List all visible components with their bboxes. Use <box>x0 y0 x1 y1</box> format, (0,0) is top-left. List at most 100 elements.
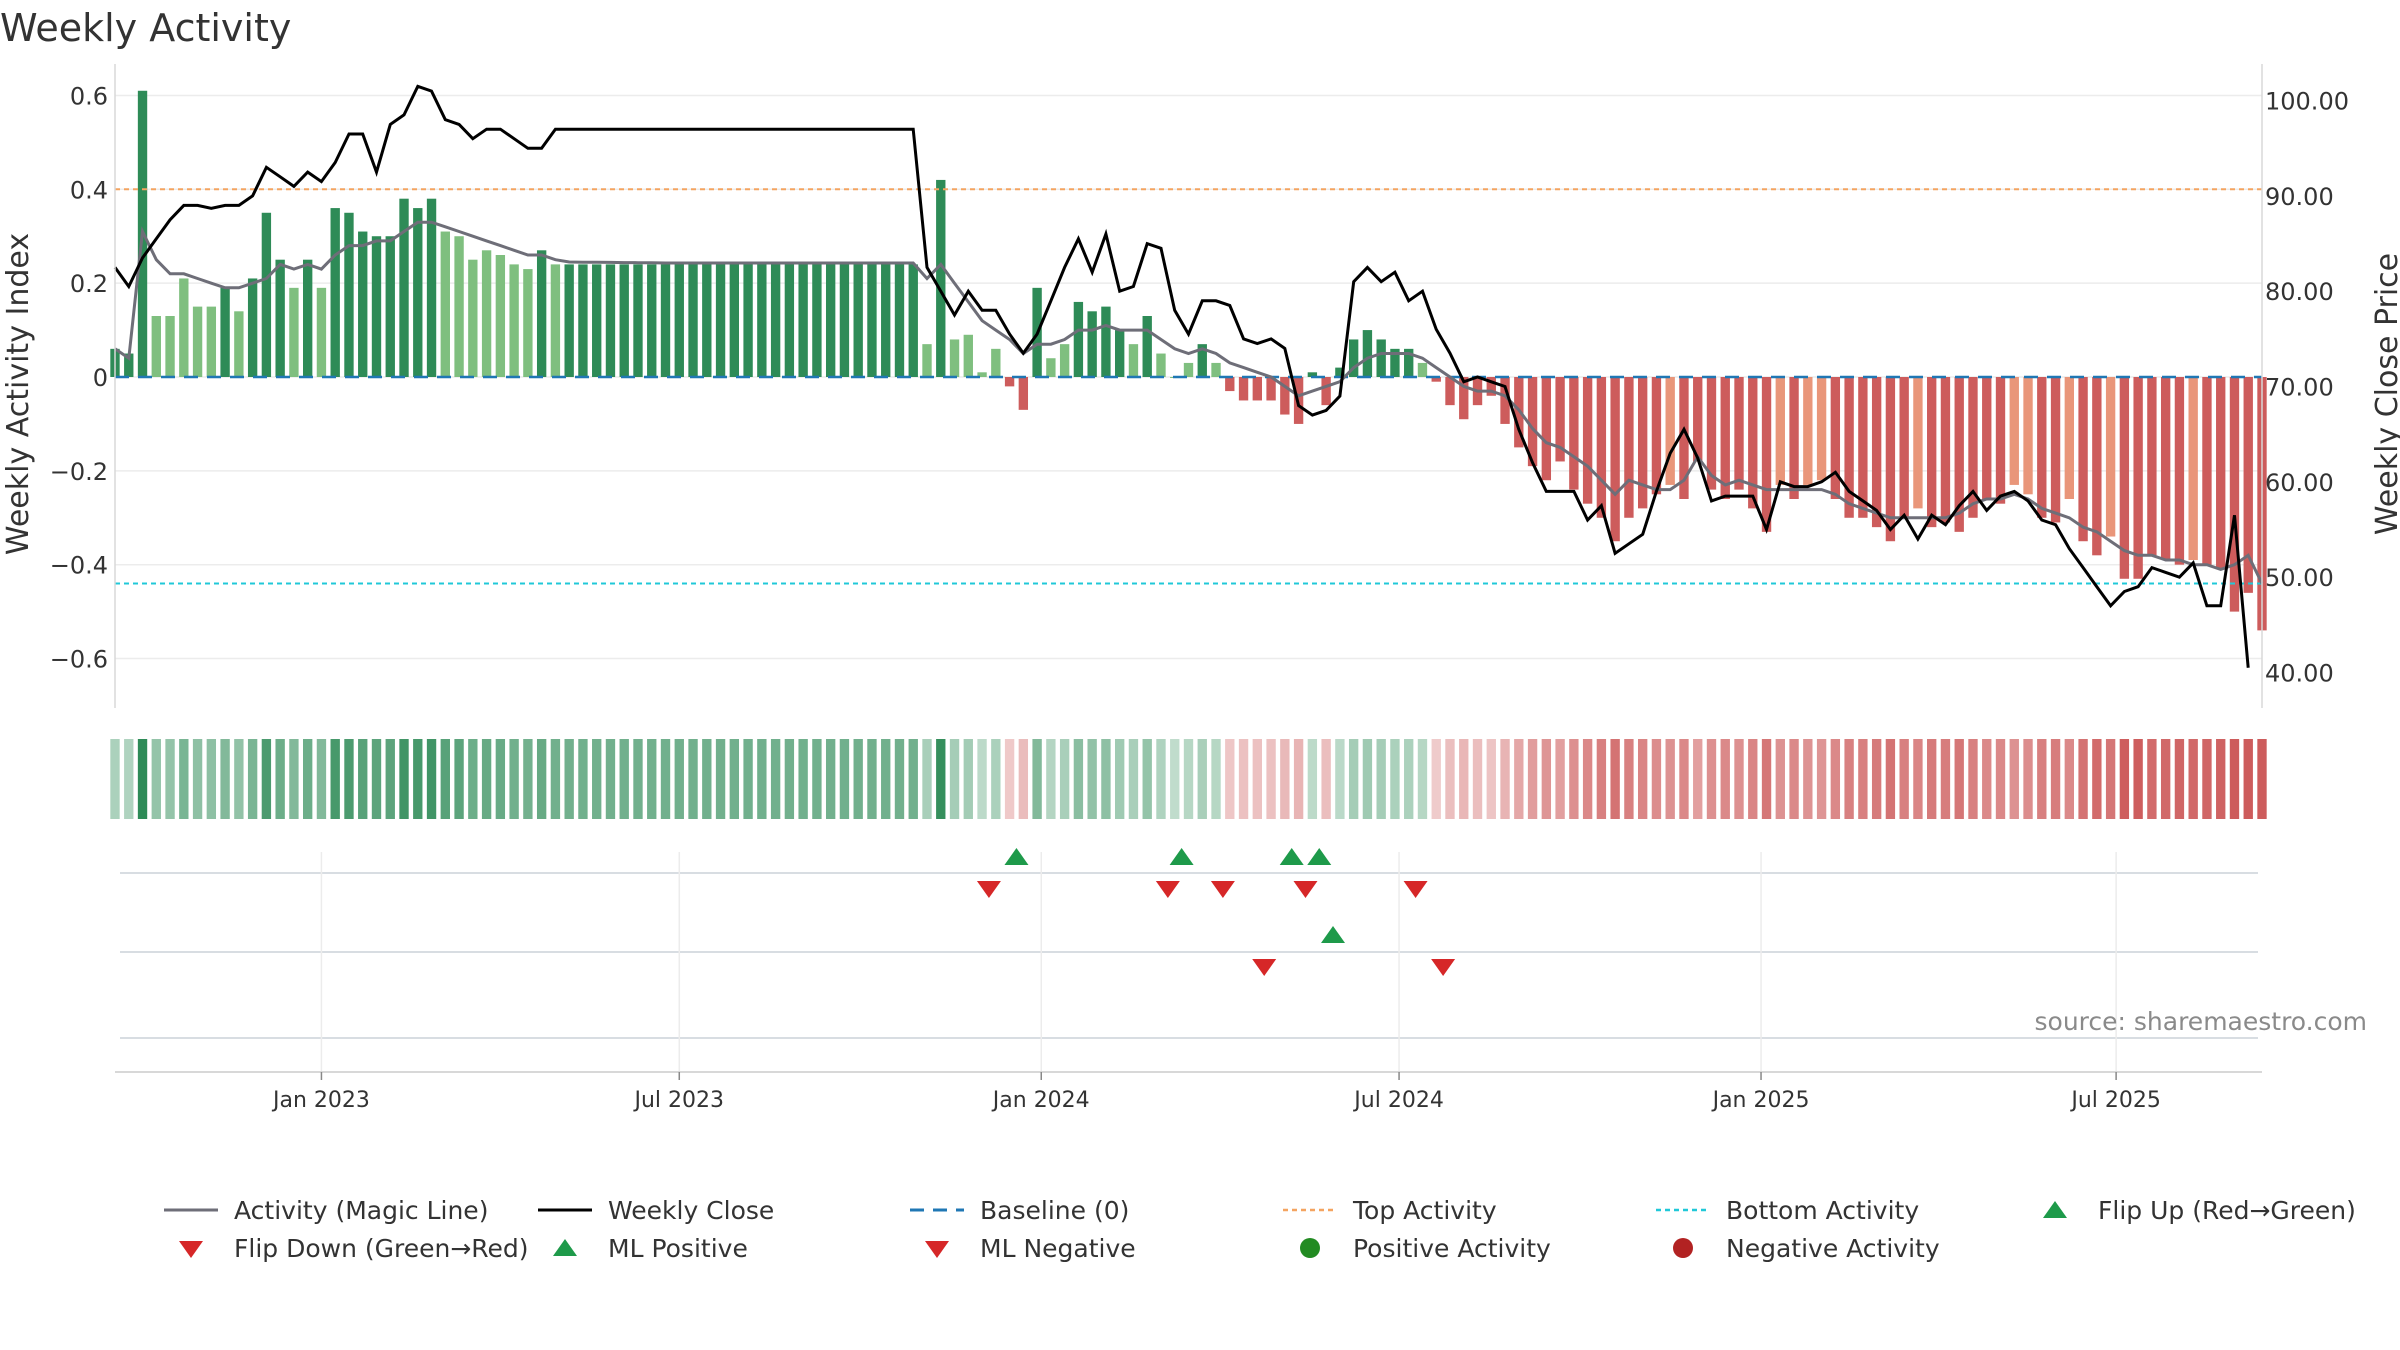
heat-cell <box>839 739 850 819</box>
heat-cell <box>234 739 244 819</box>
x-tick-label: Jul 2024 <box>1352 1088 1444 1113</box>
y2-axis-label: Weekly Close Price <box>2370 253 2400 535</box>
flip-down-marker <box>1155 881 1180 898</box>
activity-bar <box>729 264 740 377</box>
activity-bar <box>2133 377 2143 579</box>
activity-heat-strip <box>110 739 2267 819</box>
heat-cell <box>1183 739 1194 819</box>
heat-cell <box>2229 739 2240 819</box>
legend-bottom-activity-label: Bottom Activity <box>1726 1195 1920 1225</box>
heat-cell <box>192 739 203 819</box>
activity-bar <box>1968 377 1978 518</box>
y-tick-label: −0.2 <box>50 458 108 486</box>
heat-cell <box>578 739 588 819</box>
heat-cell <box>812 739 822 819</box>
heat-cell <box>1197 739 1207 819</box>
activity-bar <box>1115 330 1125 377</box>
activity-bar <box>1995 377 2006 504</box>
heat-cell <box>509 739 519 819</box>
heat-cell <box>371 739 382 819</box>
activity-bar <box>1651 377 1662 495</box>
heat-cell <box>1362 739 1373 819</box>
heat-cell <box>1899 739 1909 819</box>
activity-bar <box>1417 362 1428 377</box>
activity-bar <box>2050 377 2061 523</box>
negative-dot-icon <box>1673 1238 1693 1258</box>
heat-cell <box>399 739 409 819</box>
y2-tick-label: 70.00 <box>2265 374 2334 402</box>
activity-bar <box>1280 377 1290 415</box>
heat-cell <box>688 739 698 819</box>
activity-bar <box>1665 377 1675 485</box>
heat-cell <box>991 739 1001 819</box>
activity-bar <box>2009 377 2019 485</box>
y2-tick-label: 50.00 <box>2265 564 2334 592</box>
activity-bar <box>371 236 382 377</box>
activity-bar <box>1376 339 1386 377</box>
heat-cell <box>1555 739 1565 819</box>
activity-bar <box>234 311 244 377</box>
activity-bar <box>1610 377 1620 542</box>
activity-bar <box>1871 377 1882 528</box>
activity-bar <box>977 372 987 377</box>
heat-cell <box>1101 739 1111 819</box>
heat-cell <box>440 739 450 819</box>
heat-cell <box>179 739 189 819</box>
heat-cell <box>2023 739 2033 819</box>
activity-bar <box>1582 377 1593 504</box>
activity-bar <box>688 264 698 377</box>
activity-bar <box>633 264 643 377</box>
activity-bar <box>330 208 340 377</box>
heat-cell <box>523 739 533 819</box>
heat-cell <box>1748 739 1758 819</box>
heat-cell <box>2243 739 2253 819</box>
activity-bar <box>1982 377 1992 499</box>
flip-up-marker <box>1169 848 1194 865</box>
heat-cell <box>1789 739 1799 819</box>
activity-bar <box>1789 377 1799 499</box>
x-tick-label: Jul 2023 <box>633 1088 725 1113</box>
heat-cell <box>1307 739 1318 819</box>
heat-cell <box>1431 739 1441 819</box>
activity-bar <box>275 259 285 377</box>
heat-cell <box>1486 739 1496 819</box>
activity-bar <box>674 264 684 377</box>
y-tick-label: −0.4 <box>50 552 108 580</box>
heat-cell <box>1046 739 1056 819</box>
heat-cell <box>289 739 299 819</box>
heat-cell <box>1004 739 1015 819</box>
y-tick-label: 0.6 <box>70 82 108 110</box>
heat-cell <box>1844 739 1854 819</box>
heat-cell <box>1280 739 1290 819</box>
legend-baseline-label: Baseline (0) <box>980 1195 1130 1225</box>
legend-positive-activity-label: Positive Activity <box>1353 1233 1551 1263</box>
legend-flip-up: Flip Up (Red→Green) <box>2024 1195 2356 1225</box>
heat-cell <box>1087 739 1097 819</box>
heat-cell <box>1115 739 1125 819</box>
heat-cell <box>743 739 753 819</box>
heat-cell <box>647 739 657 819</box>
activity-bar <box>1335 367 1345 377</box>
legend-flip-down: Flip Down (Green→Red) <box>160 1233 529 1263</box>
legend-positive-activity: Positive Activity <box>1279 1233 1551 1263</box>
heat-cell <box>220 739 230 819</box>
heat-cell <box>1541 739 1552 819</box>
activity-bar <box>1816 377 1827 481</box>
activity-bar <box>316 287 327 377</box>
heat-cell <box>2188 739 2198 819</box>
activity-bar <box>1390 348 1400 377</box>
legend-ml-positive-label: ML Positive <box>608 1233 748 1263</box>
heat-cell <box>936 739 946 819</box>
legend-flip-up-label: Flip Up (Red→Green) <box>2098 1195 2356 1225</box>
heat-cell <box>1982 739 1992 819</box>
heat-cell <box>1927 739 1937 819</box>
heat-cell <box>1940 739 1951 819</box>
legend: Activity (Magic Line) Weekly Close Basel… <box>160 1195 2400 1275</box>
activity-bar <box>1445 377 1455 406</box>
legend-bottom-activity: Bottom Activity <box>1652 1195 1919 1225</box>
heat-cell <box>1582 739 1593 819</box>
heat-cell <box>1610 739 1620 819</box>
x-tick-label: Jan 2023 <box>271 1088 370 1113</box>
heat-cell <box>316 739 327 819</box>
heat-cell <box>2009 739 2019 819</box>
